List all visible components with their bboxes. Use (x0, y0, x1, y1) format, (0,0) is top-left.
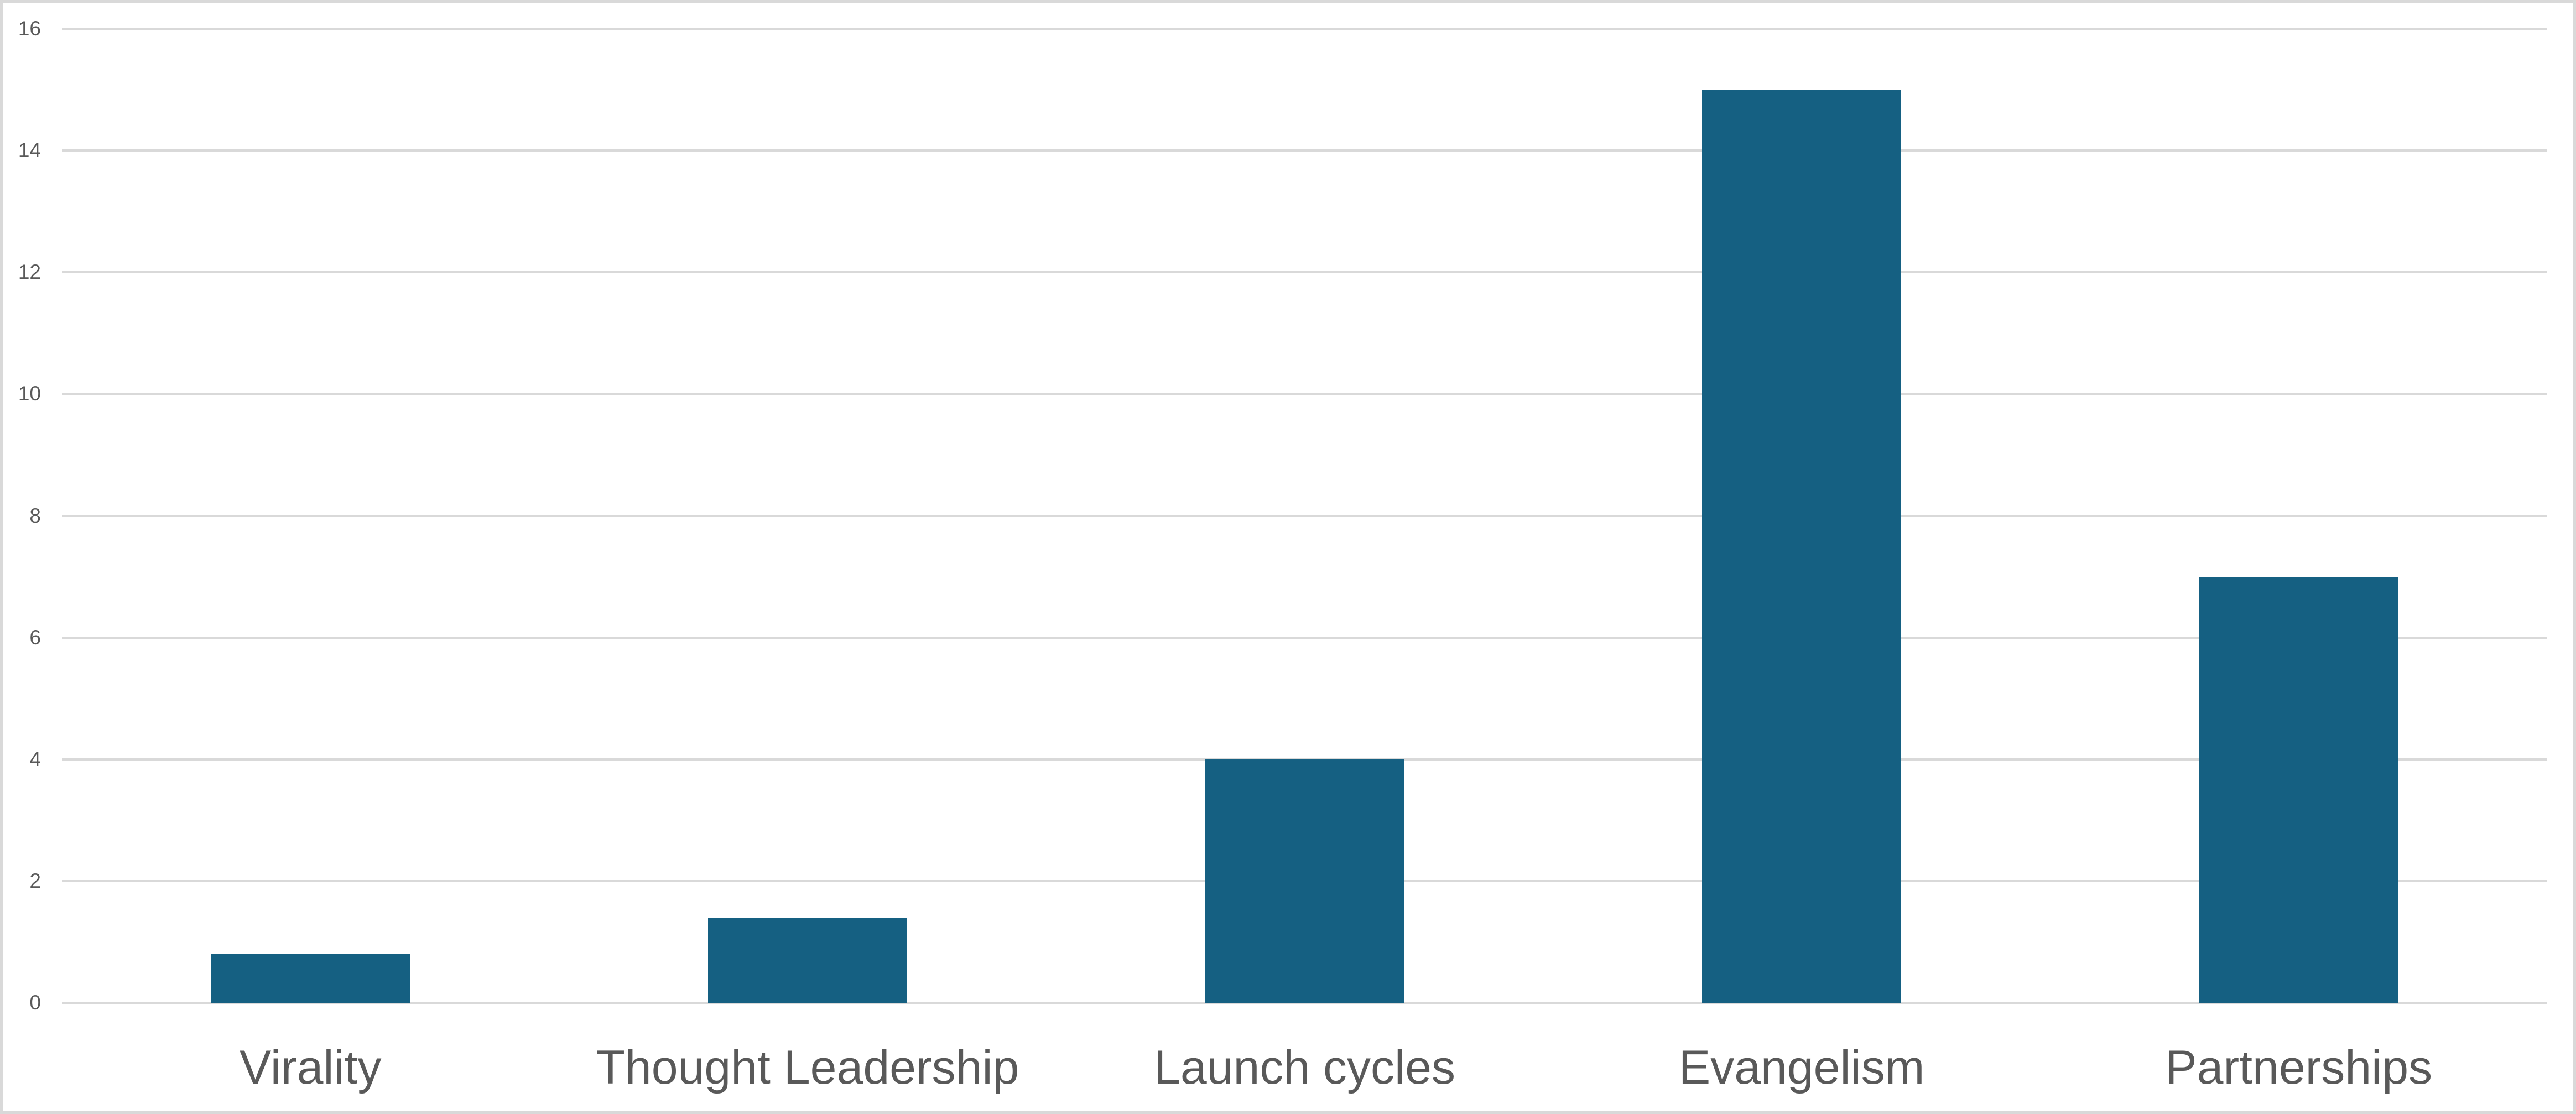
y-tick-label: 0 (29, 991, 41, 1014)
y-tick-label: 8 (29, 504, 41, 527)
y-tick-label: 12 (18, 261, 41, 284)
gridline (62, 28, 2547, 30)
x-axis-label: Thought Leadership (596, 1041, 1019, 1094)
y-tick-label: 6 (29, 626, 41, 649)
bar (1205, 759, 1404, 1003)
x-axis-label: Launch cycles (1154, 1041, 1455, 1094)
y-tick-label: 2 (29, 869, 41, 892)
bar (708, 917, 907, 1003)
y-tick-label: 16 (18, 17, 41, 40)
x-axis-label: Evangelism (1678, 1041, 1925, 1094)
y-tick-label: 10 (18, 382, 41, 405)
gridline (62, 636, 2547, 639)
gridline (62, 393, 2547, 395)
gridline (62, 514, 2547, 517)
y-tick-label: 14 (18, 139, 41, 162)
gridline (62, 1002, 2547, 1004)
gridline (62, 271, 2547, 274)
x-axis-label: Partnerships (2165, 1041, 2433, 1094)
bar (2199, 576, 2398, 1003)
y-tick-label: 4 (29, 747, 41, 771)
x-axis-label: Virality (240, 1041, 382, 1094)
bar (1702, 90, 1901, 1003)
gridline (62, 149, 2547, 152)
bar (211, 954, 410, 1003)
